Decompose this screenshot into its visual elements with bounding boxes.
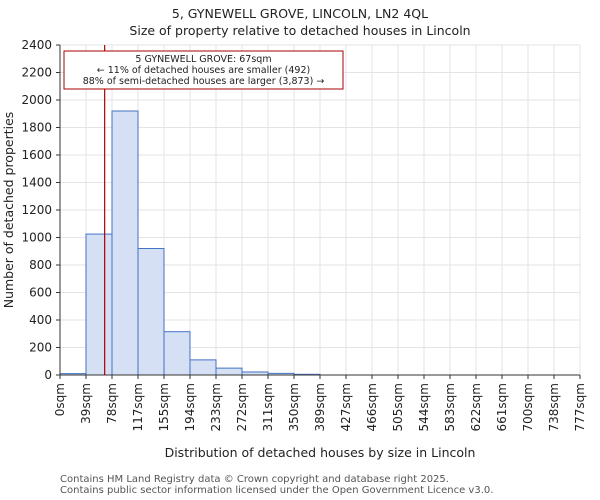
x-axis-label: Distribution of detached houses by size … bbox=[165, 445, 476, 460]
histogram-bar bbox=[215, 367, 243, 376]
chart-subtitle: Size of property relative to detached ho… bbox=[129, 23, 471, 38]
annotation-line: 5 GYNEWELL GROVE: 67sqm bbox=[135, 54, 271, 65]
y-tick-label: 2400 bbox=[21, 38, 52, 52]
y-axis-label: Number of detached properties bbox=[1, 112, 16, 309]
x-tick-label: 661sqm bbox=[495, 383, 509, 431]
y-tick-label: 600 bbox=[29, 286, 52, 300]
footer-licence: Contains public sector information licen… bbox=[60, 485, 494, 496]
x-tick-label: 194sqm bbox=[183, 383, 197, 431]
histogram-bar bbox=[111, 110, 139, 376]
y-tick-label: 1400 bbox=[21, 176, 52, 190]
y-tick-label: 1600 bbox=[21, 148, 52, 162]
y-tick-label: 400 bbox=[29, 313, 52, 327]
annotation-box bbox=[63, 50, 344, 90]
x-tick-label: 700sqm bbox=[521, 383, 535, 431]
x-tick-label: 389sqm bbox=[313, 383, 327, 431]
x-tick-label: 311sqm bbox=[261, 383, 275, 431]
y-tick-label: 1800 bbox=[21, 121, 52, 135]
x-tick-label: 78sqm bbox=[105, 383, 119, 424]
annotation-line: 88% of semi-detached houses are larger (… bbox=[83, 76, 325, 87]
x-tick-label: 505sqm bbox=[391, 383, 405, 431]
histogram-bar bbox=[189, 359, 217, 376]
chart-area: 0 200 400 600 800 1000 1200 1400 1600 1800 2000 220… bbox=[1, 38, 587, 460]
y-tick-label: 2200 bbox=[21, 66, 52, 80]
x-tick-label: 777sqm bbox=[573, 383, 587, 431]
x-tick-label: 155sqm bbox=[157, 383, 171, 431]
x-tick-label: 272sqm bbox=[235, 383, 249, 431]
x-tick-label: 466sqm bbox=[365, 383, 379, 431]
x-tick-label: 117sqm bbox=[131, 383, 145, 431]
x-tick-label: 622sqm bbox=[469, 383, 483, 431]
y-tick-label: 200 bbox=[29, 341, 52, 355]
x-tick-label: 427sqm bbox=[339, 383, 353, 431]
y-tick-label: 1000 bbox=[21, 231, 52, 245]
chart-title: 5, GYNEWELL GROVE, LINCOLN, LN2 4QL bbox=[171, 6, 429, 21]
y-tick-label: 2000 bbox=[21, 93, 52, 107]
y-tick-label: 1200 bbox=[21, 203, 52, 217]
y-tick-label: 0 bbox=[44, 368, 52, 382]
x-tick-label: 0sqm bbox=[53, 383, 67, 416]
histogram-bar bbox=[85, 233, 113, 376]
x-tick-label: 350sqm bbox=[287, 383, 301, 431]
histogram-bar bbox=[137, 248, 165, 376]
x-tick-label: 544sqm bbox=[417, 383, 431, 431]
x-tick-label: 39sqm bbox=[79, 383, 93, 424]
footer-copyright: Contains HM Land Registry data © Crown c… bbox=[60, 474, 449, 485]
x-tick-label: 233sqm bbox=[209, 383, 223, 431]
annotation-line: ← 11% of detached houses are smaller (49… bbox=[97, 65, 310, 76]
y-tick-label: 800 bbox=[29, 258, 52, 272]
x-tick-label: 738sqm bbox=[547, 383, 561, 431]
x-tick-label: 583sqm bbox=[443, 383, 457, 431]
histogram-bar bbox=[163, 331, 191, 376]
